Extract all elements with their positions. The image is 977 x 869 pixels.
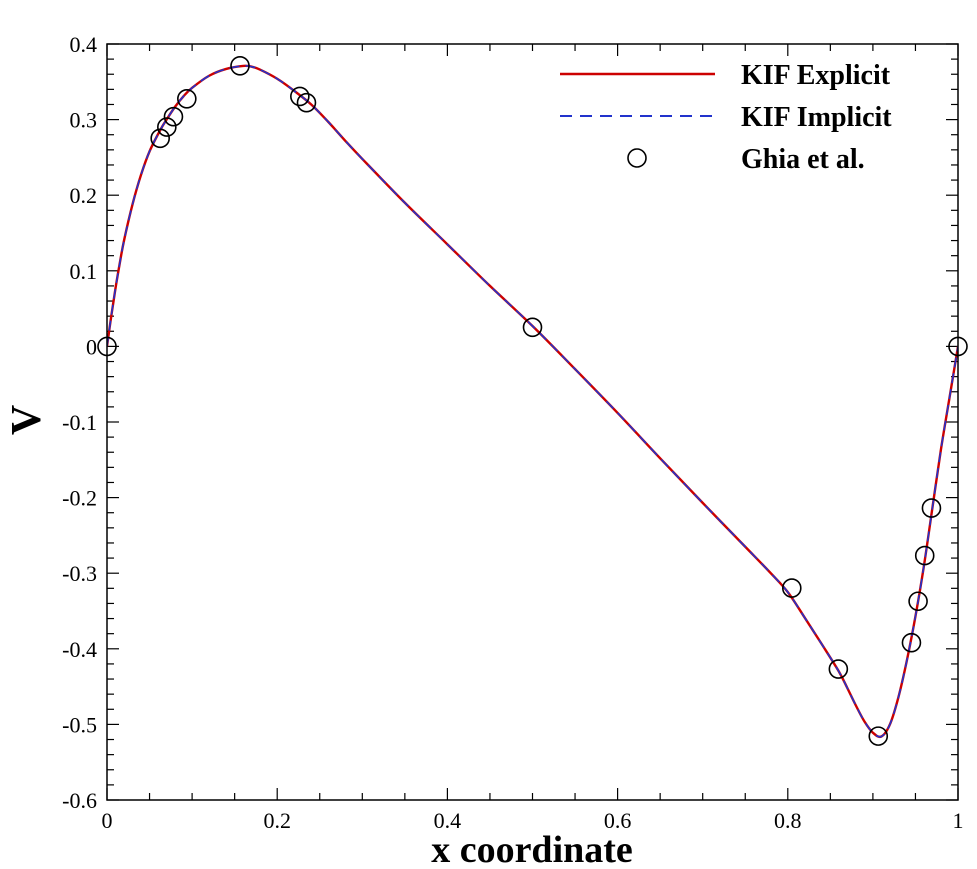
y-tick-label: -0.6 [62,788,97,813]
plot-frame [106,43,959,801]
ghia-data-point [290,86,310,107]
ghia-data-point [908,591,928,612]
ghia-data-point [781,578,802,598]
y-tick-label: -0.4 [62,637,97,662]
y-tick-label: -0.2 [62,486,97,511]
x-tick-label: 1 [953,808,964,833]
ghia-data-point [914,545,935,566]
y-tick-label: -0.1 [62,410,97,435]
x-tick-label: 0.6 [604,808,632,833]
legend: KIF Explicit KIF Implicit Ghia et al. [560,60,892,175]
y-tick-label: 0.2 [70,183,98,208]
legend-label: KIF Implicit [741,102,892,133]
ghia-data-point [150,128,170,149]
y-tick-label: 0.1 [70,259,98,284]
legend-label: KIF Explicit [741,60,891,91]
ghia-data-point [157,117,177,137]
x-tick-label: 0.2 [263,808,291,833]
y-tick-label: 0.3 [70,108,98,133]
ghia-data-point [296,92,317,113]
ghia-data-point [522,317,543,338]
ghia-data-point [163,106,184,127]
y-axis-title: V [4,405,50,435]
ghia-data-point [901,632,922,653]
ghia-data-point [177,89,197,109]
ghia-data-point [828,659,849,679]
kif-implicit-line [107,64,958,738]
x-tick-label: 0.4 [434,808,462,833]
x-tick-label: 0.8 [774,808,802,833]
legend-label: Ghia et al. [741,144,865,175]
y-tick-label: 0 [86,334,97,359]
legend-swatch-ghia [627,148,647,168]
y-tick-label: -0.5 [62,712,97,737]
x-axis-title: x coordinate [431,829,633,869]
ghia-data-point [230,55,250,76]
y-tick-label: 0.4 [70,32,98,57]
x-tick-label: 0 [102,808,113,833]
ghia-data-point [921,498,942,518]
tick-labels: 0 0.2 0.4 0.6 0.8 1 0.4 0.3 0.2 0.1 0 -0.1 -0.2 -0.3 -… [62,32,963,833]
ghia-data-point [868,726,889,746]
y-tick-label: -0.3 [62,561,97,586]
